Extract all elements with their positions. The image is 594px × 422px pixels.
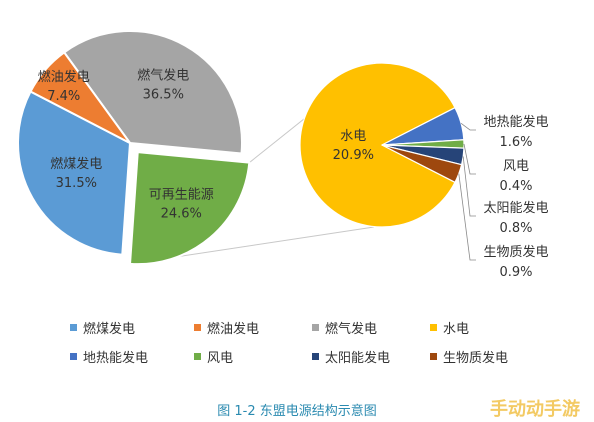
leader-line-1: [460, 122, 476, 131]
legend-item-0: 燃煤发电: [70, 318, 194, 337]
legend-swatch-5: [194, 353, 201, 360]
secondary-label-value-1: 1.6%: [499, 135, 532, 150]
main-pie-slice-2: [17, 90, 132, 256]
leader-line-3: [462, 156, 476, 217]
main-pie-slice-1: [128, 151, 251, 266]
legend-label-6: 太阳能发电: [325, 351, 391, 366]
main-label-value-3: 7.4%: [47, 89, 80, 104]
legend: 燃煤发电 燃油发电 燃气发电 水电地热能发电 风电 太阳能发电 生物质发电: [70, 318, 540, 366]
main-label-name-2: 燃煤发电: [50, 156, 102, 172]
secondary-label-value-0: 20.9%: [333, 148, 374, 163]
secondary-label-name-1: 地热能发电: [483, 114, 548, 130]
main-label-value-0: 36.5%: [143, 88, 184, 103]
legend-label-0: 燃煤发电: [83, 322, 136, 337]
watermark-logo: 手动动手游: [490, 399, 580, 420]
legend-item-4: 地热能发电: [70, 347, 194, 366]
slice-labels: 燃气发电 36.5% 可再生能源 24.6% 燃煤发电 31.5% 燃油发电 7.4% 水电 20…: [38, 68, 549, 280]
legend-item-3: 水电: [430, 318, 540, 337]
legend-item-7: 生物质发电: [430, 347, 540, 366]
legend-label-5: 风电: [207, 351, 234, 366]
main-label-name-0: 燃气发电: [137, 68, 189, 84]
secondary-label-value-3: 0.8%: [499, 221, 532, 236]
legend-label-7: 生物质发电: [443, 351, 509, 366]
main-pie-slice-3: [29, 50, 131, 144]
legend-swatch-0: [70, 324, 77, 331]
leader-line-2: [463, 143, 476, 175]
leader-line-4: [458, 173, 476, 261]
secondary-label-value-4: 0.9%: [499, 265, 532, 280]
secondary-pie: [299, 62, 465, 228]
main-pie: [17, 30, 251, 266]
legend-swatch-2: [312, 324, 319, 331]
secondary-label-value-2: 0.4%: [499, 179, 532, 194]
main-pie-slice-0: [62, 30, 243, 155]
legend-item-2: 燃气发电: [312, 318, 430, 337]
figure-caption: 图 1-2 东盟电源结构示意图: [217, 404, 377, 419]
main-label-name-1: 可再生能源: [149, 187, 214, 202]
legend-label-1: 燃油发电: [207, 322, 260, 337]
legend-swatch-1: [194, 324, 201, 331]
legend-item-1: 燃油发电: [194, 318, 312, 337]
secondary-pie-slice-0: [299, 62, 456, 228]
secondary-label-name-2: 风电: [503, 159, 529, 174]
legend-label-4: 地热能发电: [83, 351, 149, 366]
legend-swatch-6: [312, 353, 319, 360]
main-label-value-1: 24.6%: [161, 206, 202, 221]
legend-label-2: 燃气发电: [325, 322, 378, 337]
secondary-label-name-0: 水电: [340, 129, 366, 144]
secondary-label-name-3: 太阳能发电: [483, 200, 548, 216]
secondary-label-name-4: 生物质发电: [483, 244, 548, 260]
legend-swatch-3: [430, 324, 437, 331]
main-label-value-2: 31.5%: [56, 176, 97, 191]
legend-label-3: 水电: [443, 322, 470, 337]
legend-swatch-4: [70, 353, 77, 360]
main-label-name-3: 燃油发电: [38, 69, 90, 85]
legend-swatch-7: [430, 353, 437, 360]
legend-item-6: 太阳能发电: [312, 347, 430, 366]
legend-item-5: 风电: [194, 347, 312, 366]
